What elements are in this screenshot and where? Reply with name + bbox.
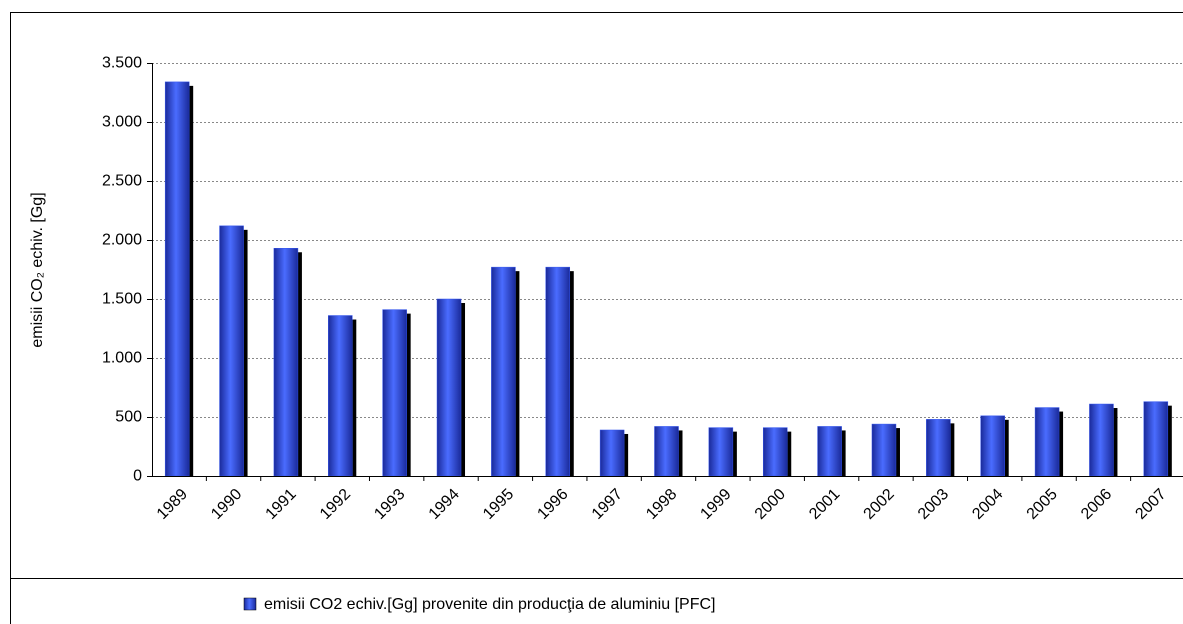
bar	[545, 266, 571, 477]
bar	[273, 248, 299, 477]
y-tick-label: 1.000	[102, 350, 142, 367]
bar	[382, 309, 407, 477]
bar	[762, 427, 788, 477]
y-tick-label: 2.500	[102, 173, 142, 190]
y-tick-label: 0	[133, 468, 142, 485]
bar	[926, 419, 951, 477]
bar	[436, 298, 462, 477]
bar	[164, 81, 190, 477]
bar	[491, 266, 516, 477]
bar	[871, 423, 897, 477]
bar	[1089, 403, 1114, 477]
bar	[328, 315, 353, 477]
y-tick-label: 500	[115, 409, 142, 426]
bar	[654, 426, 679, 477]
y-tick-label: 3.500	[102, 55, 142, 72]
bar	[817, 426, 842, 477]
bar	[1034, 407, 1060, 477]
y-axis-label: emisii CO₂ echiv. [Gg]	[29, 192, 46, 347]
chart-frame	[10, 12, 1183, 624]
bar	[980, 415, 1005, 477]
legend-swatch	[243, 597, 257, 611]
bar	[219, 225, 244, 477]
bar	[708, 427, 734, 477]
bar	[1143, 401, 1169, 477]
bar	[599, 429, 625, 477]
y-tick-label: 2.000	[102, 232, 142, 249]
legend-label: emisii CO2 echiv.[Gg] provenite din prod…	[264, 596, 715, 613]
y-tick-label: 3.000	[102, 114, 142, 131]
y-tick-label: 1.500	[102, 291, 142, 308]
